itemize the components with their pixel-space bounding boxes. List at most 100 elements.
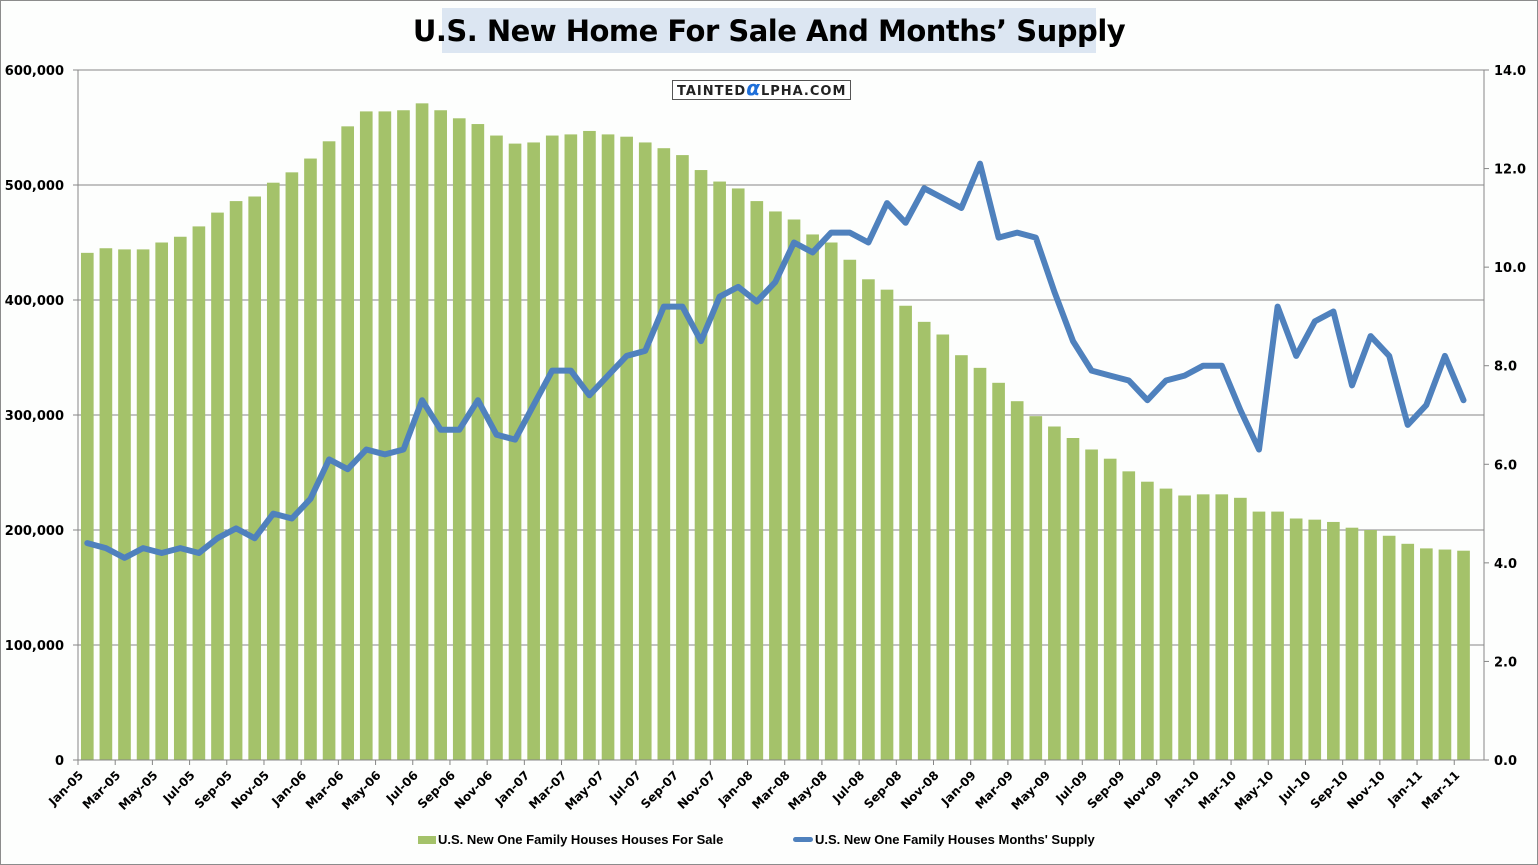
bar <box>731 188 745 760</box>
line-series <box>84 160 1467 561</box>
right-tick-label: 10.0 <box>1494 261 1526 276</box>
chart-title-box: U.S. New Home For Sale And Months’ Suppl… <box>413 8 1126 53</box>
x-tick-label: May-05 <box>116 768 161 813</box>
legend: U.S. New One Family Houses Houses For Sa… <box>0 832 1538 852</box>
bar <box>1066 438 1080 760</box>
bar <box>359 111 373 760</box>
bar <box>378 111 392 760</box>
bar <box>917 321 931 760</box>
bar <box>601 134 615 760</box>
bar <box>192 226 206 760</box>
bar <box>415 103 429 761</box>
bar <box>564 134 578 760</box>
bar <box>899 305 912 760</box>
bar <box>248 196 262 760</box>
legend-item-for-sale: U.S. New One Family Houses Houses For Sa… <box>418 832 723 847</box>
x-tick-label: Mar-11 <box>1419 768 1463 812</box>
bar <box>713 181 726 761</box>
bar <box>1289 518 1303 760</box>
bar <box>694 170 708 761</box>
bar <box>787 219 801 760</box>
x-tick-label: Sep-08 <box>861 768 904 811</box>
bar <box>862 279 875 760</box>
x-tick-label: Nov-09 <box>1121 768 1165 812</box>
left-tick-label: 200,000 <box>5 524 64 539</box>
bar <box>508 143 522 761</box>
x-tick-label: May-07 <box>562 768 607 813</box>
bar <box>471 124 485 761</box>
x-tick-label: Sep-10 <box>1308 768 1351 811</box>
x-tick-label: Nov-05 <box>228 768 272 812</box>
x-tick-label: Sep-06 <box>415 768 458 811</box>
x-tick-label: May-10 <box>1232 768 1277 813</box>
bar <box>211 212 224 761</box>
bar <box>1271 511 1284 760</box>
bar <box>1029 416 1043 760</box>
bar <box>99 248 113 760</box>
legend-label-for-sale: U.S. New One Family Houses Houses For Sa… <box>438 832 724 847</box>
bar <box>452 118 466 761</box>
left-tick-label: 500,000 <box>5 179 64 194</box>
bar <box>1401 543 1415 760</box>
alpha-icon: α <box>746 76 761 100</box>
bar <box>824 242 838 760</box>
watermark-suffix: LPHA.COM <box>760 84 847 99</box>
x-tick-label: Sep-09 <box>1084 768 1127 811</box>
bar <box>118 249 131 760</box>
bar <box>973 367 987 760</box>
bar <box>173 236 187 760</box>
bar <box>80 252 94 760</box>
bar <box>955 355 968 760</box>
bar <box>638 142 652 760</box>
bar <box>657 148 671 760</box>
x-tick-label: May-09 <box>1009 768 1054 813</box>
bar <box>341 126 354 761</box>
x-tick-label: Nov-10 <box>1344 768 1388 812</box>
x-tick-label: Sep-07 <box>638 768 681 811</box>
right-tick-label: 6.0 <box>1494 458 1517 473</box>
left-tick-label: 100,000 <box>5 639 64 654</box>
bar <box>750 201 764 761</box>
legend-swatch-line-icon <box>793 837 813 842</box>
bar <box>1327 521 1340 760</box>
bar <box>266 182 280 760</box>
x-tick-label: May-06 <box>339 768 384 813</box>
right-tick-label: 12.0 <box>1494 163 1526 178</box>
bar <box>880 289 894 760</box>
bar-series <box>80 103 1470 761</box>
bar <box>1438 549 1452 760</box>
watermark-logo: TAINTEDαLPHA.COM <box>672 78 852 100</box>
bar <box>620 136 633 760</box>
left-tick-label: 300,000 <box>5 409 64 424</box>
right-tick-label: 0.0 <box>1494 754 1517 769</box>
bar <box>136 249 150 760</box>
bar <box>1252 511 1266 760</box>
x-tick-label: Nov-08 <box>898 768 942 812</box>
bar <box>1234 497 1247 760</box>
bar <box>1345 527 1359 760</box>
bar <box>1364 530 1377 760</box>
bar <box>1085 449 1098 760</box>
bar <box>527 142 540 760</box>
right-tick-label: 2.0 <box>1494 655 1517 670</box>
x-tick-label: May-08 <box>785 768 830 813</box>
bar <box>1159 488 1173 760</box>
x-tick-label: Sep-05 <box>192 768 235 811</box>
bar <box>1420 548 1433 760</box>
bar <box>304 158 317 761</box>
watermark-prefix: TAINTED <box>677 84 747 99</box>
left-tick-label: 400,000 <box>5 294 64 309</box>
bar <box>1382 535 1396 760</box>
bar <box>843 259 857 760</box>
legend-swatch-bar-icon <box>418 835 436 844</box>
bar <box>1141 481 1154 760</box>
bar <box>936 334 950 760</box>
bar <box>1178 495 1191 760</box>
bar <box>155 242 169 760</box>
bar <box>806 234 819 760</box>
legend-item-months-supply: U.S. New One Family Houses Months' Suppl… <box>793 832 1095 847</box>
bar <box>1196 494 1210 760</box>
right-tick-label: 4.0 <box>1494 557 1517 572</box>
bar <box>490 135 503 761</box>
